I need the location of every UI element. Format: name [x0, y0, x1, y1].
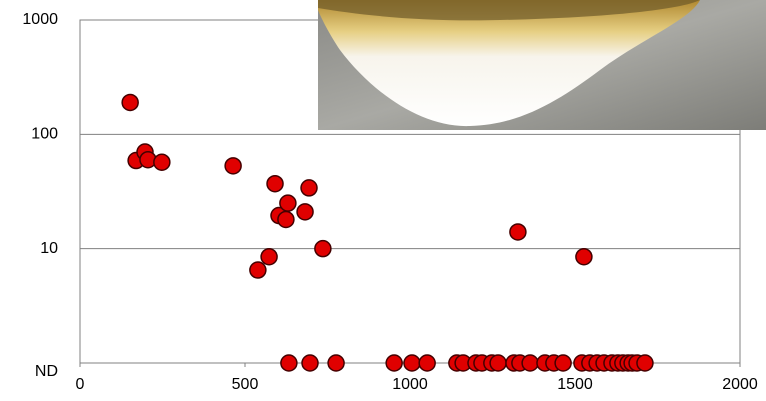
x-tick-label: 2000 — [722, 376, 758, 393]
point — [489, 354, 507, 372]
x-tick-label: 1000 — [392, 376, 428, 393]
point — [327, 354, 345, 372]
point — [260, 247, 278, 266]
point — [121, 93, 139, 112]
y-tick-label: 10 — [40, 240, 58, 257]
point — [301, 354, 319, 372]
point — [277, 210, 295, 229]
point — [153, 153, 171, 171]
point — [418, 354, 436, 372]
x-tick-label: 0 — [76, 376, 85, 393]
point — [385, 354, 403, 372]
point — [575, 247, 593, 266]
point — [224, 157, 242, 175]
x-tick-label: 500 — [232, 376, 259, 393]
point — [314, 239, 332, 258]
point — [266, 174, 284, 193]
x-tick-label: 1500 — [557, 376, 593, 393]
point — [521, 354, 539, 372]
y-tick-label: 100 — [31, 126, 58, 143]
point — [509, 223, 527, 241]
point — [280, 354, 298, 372]
point — [296, 203, 314, 221]
point — [403, 354, 421, 372]
point — [249, 261, 267, 279]
point — [300, 179, 318, 197]
point — [279, 194, 297, 212]
y-tick-label: 1000 — [22, 11, 58, 28]
photo — [318, 0, 766, 130]
y-tick-label: ND — [35, 363, 58, 380]
point — [554, 354, 572, 372]
point — [636, 354, 654, 372]
